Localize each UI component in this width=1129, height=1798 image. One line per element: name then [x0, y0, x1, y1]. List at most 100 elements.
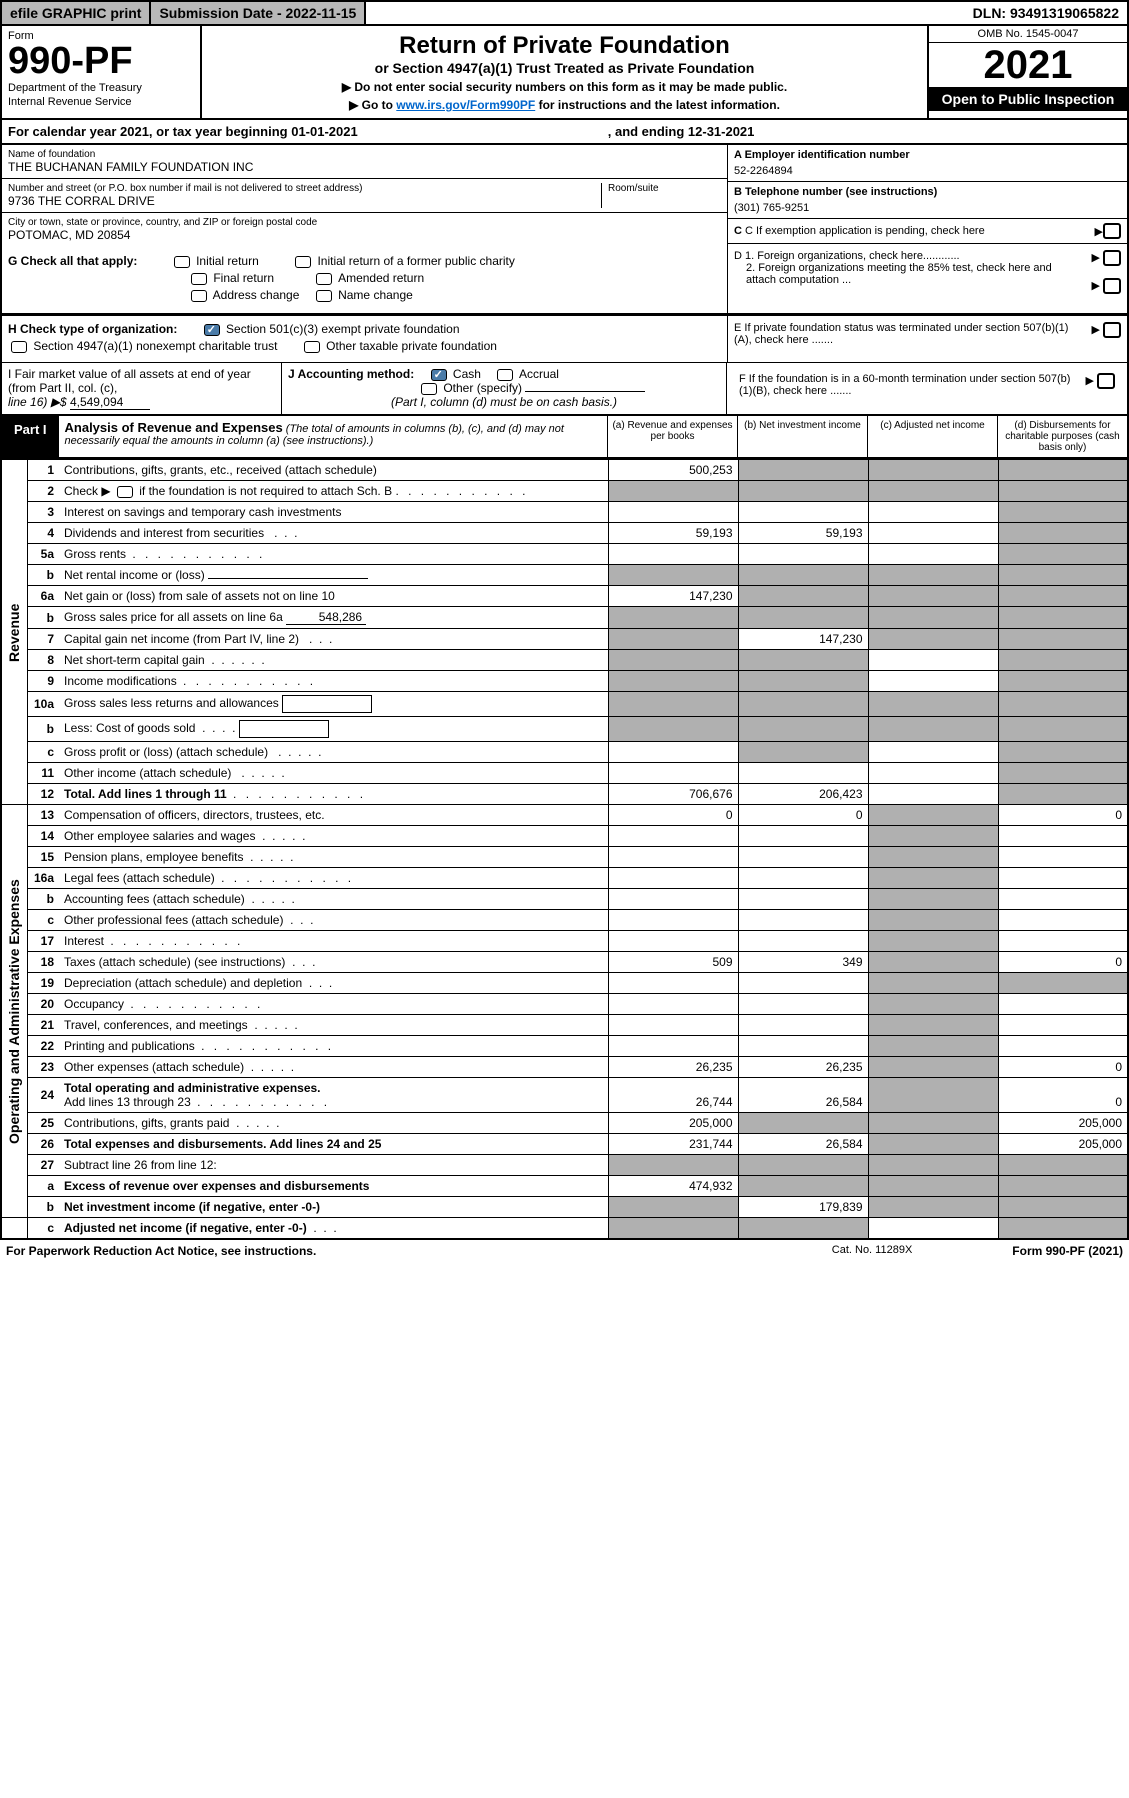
col-c-head: (c) Adjusted net income: [867, 416, 997, 457]
c-label: C If exemption application is pending, c…: [745, 225, 985, 237]
name-label: Name of foundation: [8, 149, 721, 160]
row-amt-b: 206,423: [738, 784, 868, 805]
table-row: 18Taxes (attach schedule) (see instructi…: [1, 952, 1128, 973]
h-opt2-label: Section 4947(a)(1) nonexempt charitable …: [33, 339, 277, 353]
checkbox-4947[interactable]: [11, 341, 27, 353]
row-amt-a: 147,230: [608, 586, 738, 607]
row-desc: Income modifications: [59, 671, 608, 692]
row-num: c: [27, 742, 59, 763]
table-row: Operating and Administrative Expenses 13…: [1, 805, 1128, 826]
row-desc: Net gain or (loss) from sale of assets n…: [59, 586, 608, 607]
table-row: 16aLegal fees (attach schedule): [1, 868, 1128, 889]
row-num: 5a: [27, 544, 59, 565]
table-row: Revenue 1 Contributions, gifts, grants, …: [1, 460, 1128, 481]
row-num: b: [27, 607, 59, 629]
checkbox-d2[interactable]: [1103, 278, 1121, 294]
tax-year: 2021: [929, 43, 1127, 87]
table-row: 27Subtract line 26 from line 12:: [1, 1155, 1128, 1176]
row-desc: Capital gain net income (from Part IV, l…: [59, 629, 608, 650]
checkbox-c[interactable]: [1103, 223, 1121, 239]
row-desc: Less: Cost of goods sold . . . .: [59, 717, 608, 742]
form-ref: Form 990-PF (2021): [1012, 1244, 1123, 1258]
table-row: b Less: Cost of goods sold . . . .: [1, 717, 1128, 742]
table-row: 10a Gross sales less returns and allowan…: [1, 692, 1128, 717]
form-number: 990-PF: [8, 42, 194, 80]
checkbox-amended[interactable]: [316, 273, 332, 285]
j-label: J Accounting method:: [288, 367, 414, 381]
col-b-head: (b) Net investment income: [737, 416, 867, 457]
row-amt-a: 59,193: [608, 523, 738, 544]
table-row: bNet investment income (if negative, ent…: [1, 1197, 1128, 1218]
table-row: 6a Net gain or (loss) from sale of asset…: [1, 586, 1128, 607]
info-grid: Name of foundation THE BUCHANAN FAMILY F…: [0, 145, 1129, 315]
row-num: 12: [27, 784, 59, 805]
table-row: 5a Gross rents: [1, 544, 1128, 565]
j-note: (Part I, column (d) must be on cash basi…: [391, 395, 617, 409]
checkbox-initial-return[interactable]: [174, 256, 190, 268]
gross-sales-price: 548,286: [286, 610, 366, 625]
form-subtitle: or Section 4947(a)(1) Trust Treated as P…: [208, 60, 921, 76]
row-num: 10a: [27, 692, 59, 717]
page-footer: For Paperwork Reduction Act Notice, see …: [0, 1240, 1129, 1262]
checkbox-sch-b[interactable]: [117, 486, 133, 498]
a-label: A Employer identification number: [734, 149, 910, 161]
checkbox-e[interactable]: [1103, 322, 1121, 338]
instr2-post: for instructions and the latest informat…: [535, 98, 780, 112]
table-row: aExcess of revenue over expenses and dis…: [1, 1176, 1128, 1197]
omb-number: OMB No. 1545-0047: [929, 26, 1127, 43]
fmv-value: 4,549,094: [70, 395, 150, 410]
city-state-zip: POTOMAC, MD 20854: [8, 228, 721, 242]
table-row: c Gross profit or (loss) (attach schedul…: [1, 742, 1128, 763]
h-label: H Check type of organization:: [8, 322, 177, 336]
col-a-head: (a) Revenue and expenses per books: [607, 416, 737, 457]
g-label: G Check all that apply:: [8, 254, 137, 268]
h-opt1-label: Section 501(c)(3) exempt private foundat…: [226, 322, 459, 336]
row-num: 6a: [27, 586, 59, 607]
checkbox-cash[interactable]: [431, 369, 447, 381]
checkbox-other-taxable[interactable]: [304, 341, 320, 353]
table-row: 23Other expenses (attach schedule) . . .…: [1, 1057, 1128, 1078]
revenue-side-label: Revenue: [1, 460, 27, 805]
row-desc: Gross profit or (loss) (attach schedule)…: [59, 742, 608, 763]
ein-value: 52-2264894: [734, 165, 1121, 177]
initial-former-label: Initial return of a former public charit…: [317, 254, 514, 268]
table-row: bAccounting fees (attach schedule) . . .…: [1, 889, 1128, 910]
checkbox-accrual[interactable]: [497, 369, 513, 381]
row-desc: Compensation of officers, directors, tru…: [59, 805, 608, 826]
checkbox-name-change[interactable]: [316, 290, 332, 302]
checkbox-initial-former[interactable]: [295, 256, 311, 268]
table-row: 12 Total. Add lines 1 through 11 706,676…: [1, 784, 1128, 805]
table-row: 11 Other income (attach schedule) . . . …: [1, 763, 1128, 784]
part1-title: Analysis of Revenue and Expenses: [65, 420, 283, 435]
checkbox-f[interactable]: [1097, 373, 1115, 389]
i-label: I Fair market value of all assets at end…: [8, 367, 275, 395]
h-opt3-label: Other taxable private foundation: [326, 339, 497, 353]
col-d-head: (d) Disbursements for charitable purpose…: [997, 416, 1127, 457]
row-desc: Other income (attach schedule) . . . . .: [59, 763, 608, 784]
checkbox-final-return[interactable]: [191, 273, 207, 285]
row-num: b: [27, 565, 59, 586]
instr-2: ▶ Go to www.irs.gov/Form990PF for instru…: [208, 98, 921, 112]
b-label: B Telephone number (see instructions): [734, 186, 937, 198]
checkbox-d1[interactable]: [1103, 250, 1121, 266]
table-row: 7 Capital gain net income (from Part IV,…: [1, 629, 1128, 650]
efile-print-button[interactable]: efile GRAPHIC print: [2, 2, 151, 24]
part1-header: Part I Analysis of Revenue and Expenses …: [0, 416, 1129, 459]
row-desc: Check ▶ if the foundation is not require…: [59, 481, 608, 502]
checkbox-addr-change[interactable]: [191, 290, 207, 302]
cell-shaded: [738, 460, 868, 481]
dln: DLN: 93491319065822: [965, 2, 1127, 24]
paperwork-notice: For Paperwork Reduction Act Notice, see …: [6, 1244, 316, 1258]
table-row: b Net rental income or (loss): [1, 565, 1128, 586]
cal-year-text: For calendar year 2021, or tax year begi…: [8, 124, 358, 139]
row-desc: Gross sales price for all assets on line…: [59, 607, 608, 629]
row-desc: Net rental income or (loss): [59, 565, 608, 586]
checkbox-501c3[interactable]: [204, 324, 220, 336]
row-desc: Gross sales less returns and allowances: [59, 692, 608, 717]
table-row: 26Total expenses and disbursements. Add …: [1, 1134, 1128, 1155]
row-num: b: [27, 717, 59, 742]
irs-link[interactable]: www.irs.gov/Form990PF: [396, 98, 535, 112]
expenses-side-label: Operating and Administrative Expenses: [1, 805, 27, 1218]
row-amt-b: 0: [738, 805, 868, 826]
checkbox-other-method[interactable]: [421, 383, 437, 395]
